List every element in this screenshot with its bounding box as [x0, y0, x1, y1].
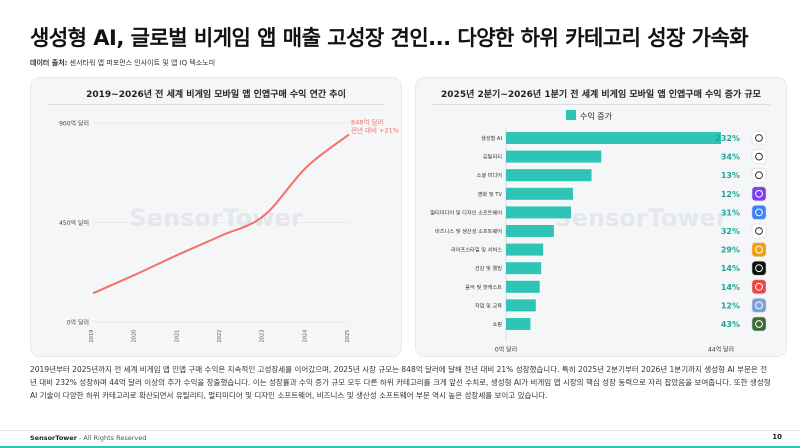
pct-label: 14% — [721, 264, 740, 273]
x-tick-label: 2019 — [89, 330, 95, 343]
bar — [506, 243, 544, 256]
video-app-icon — [751, 186, 767, 202]
messenger-icon — [751, 149, 767, 164]
pct-label: 32% — [721, 227, 740, 236]
line-chart-divider — [47, 104, 385, 105]
legend-swatch — [566, 110, 576, 120]
pct-label: 12% — [721, 301, 740, 310]
category-label: 영화 및 TV — [478, 190, 503, 198]
category-label: 건강 및 웰빙 — [475, 264, 502, 272]
y-tick-label: 900억 달러 — [59, 120, 89, 128]
shopping-icon — [751, 316, 767, 332]
health-icon — [751, 260, 767, 276]
category-label: 음악 및 팟캐스트 — [465, 283, 502, 291]
footer-divider — [0, 430, 800, 431]
bar — [506, 225, 554, 237]
wallet-icon — [751, 242, 767, 257]
x-tick-label: 2021 — [174, 330, 180, 343]
tiktok-icon — [751, 167, 767, 183]
annotation-value: 848억 달러 — [351, 117, 383, 126]
description: 2019년부터 2025년까지 전 세계 비게임 앱 인앱 구매 수익은 지속적… — [30, 365, 771, 400]
bar — [506, 206, 571, 219]
chatgpt-icon — [751, 130, 767, 146]
pct-label: 12% — [721, 190, 740, 199]
data-source-label: 데이터 출처: — [30, 59, 68, 67]
bar — [506, 318, 531, 330]
footer: SensorTower - All Rights Reserved — [30, 434, 146, 442]
annotation-growth: 전년 대비 +21% — [351, 125, 399, 134]
pct-label: 14% — [721, 283, 740, 292]
x-tick-label: 2022 — [217, 330, 223, 343]
x-tick-label: 2025 — [345, 330, 351, 343]
footer-text: - All Rights Reserved — [76, 434, 147, 442]
bar — [506, 150, 602, 163]
line-chart-title: 2019~2026년 전 세계 비게임 모바일 앱 인앱구매 수익 연간 추이 — [86, 90, 346, 100]
x-tick-label: 2023 — [260, 330, 266, 343]
canva-icon — [751, 205, 767, 220]
x-tick-label: 2024 — [302, 330, 308, 343]
music-icon — [751, 279, 767, 295]
category-label: 생성형 AI — [481, 134, 503, 142]
x-tick-label: 2020 — [132, 330, 138, 343]
pct-label: 232% — [715, 134, 740, 143]
category-label: 쇼핑 — [492, 320, 502, 328]
pct-label: 13% — [721, 171, 740, 180]
line-watermark: SensorTower — [129, 204, 302, 232]
data-source: 데이터 출처: 센서타워 앱 퍼포먼스 인사이트 및 앱 IQ 텍소노미 — [30, 58, 215, 68]
y-tick-label: 450억 달러 — [59, 219, 89, 227]
category-label: 소셜 미디어 — [476, 171, 502, 179]
bar — [506, 187, 573, 200]
data-source-text: 센서타워 앱 퍼포먼스 인사이트 및 앱 IQ 텍소노미 — [69, 59, 216, 67]
bar — [506, 262, 542, 275]
footer-brand: SensorTower — [30, 434, 77, 442]
bar — [506, 280, 540, 293]
y-tick-label: 0억 달러 — [67, 319, 89, 327]
bar-chart-title: 2025년 2분기~2026년 1분기 전 세계 비게임 모바일 앱 인앱구매 … — [441, 90, 761, 100]
line-chart-panel: 2019~2026년 전 세계 비게임 모바일 앱 인앱구매 수익 연간 추이 … — [30, 77, 402, 357]
education-icon — [751, 298, 767, 313]
category-label: 작업 및 교육 — [475, 301, 502, 309]
pct-label: 43% — [721, 320, 740, 329]
bar-watermark: SensorTower — [554, 204, 727, 232]
notion-icon — [751, 223, 767, 239]
legend-label: 수익 증가 — [580, 111, 613, 121]
accent-bar — [0, 446, 800, 448]
x-tick-label: 0억 달러 — [495, 346, 517, 354]
page-title: 생성형 AI, 글로벌 비게임 앱 매출 고성장 견인... 다양한 하위 카테… — [30, 26, 749, 50]
pct-label: 34% — [721, 153, 740, 162]
category-label: 비즈니스 및 생산성 소프트웨어 — [435, 227, 502, 235]
bar — [506, 169, 592, 182]
pct-label: 31% — [721, 208, 740, 217]
bar-chart-divider — [432, 104, 770, 105]
bar-chart-panel: 2025년 2분기~2026년 1분기 전 세계 비게임 모바일 앱 인앱구매 … — [415, 77, 787, 357]
x-tick-label: 44억 달러 — [708, 346, 734, 354]
bar — [506, 299, 536, 312]
bar — [506, 132, 721, 144]
category-label: 라이프스타일 및 서비스 — [451, 246, 502, 254]
pct-label: 29% — [721, 246, 740, 255]
category-label: 멀티미디어 및 디자인 소프트웨어 — [430, 208, 502, 216]
bar-chart: SensorTower 수익 증가 생성형 AI 232% 유틸리티 34% 소셜 미디… — [430, 110, 767, 354]
page-number: 10 — [772, 433, 782, 441]
category-label: 유틸리티 — [483, 153, 502, 161]
